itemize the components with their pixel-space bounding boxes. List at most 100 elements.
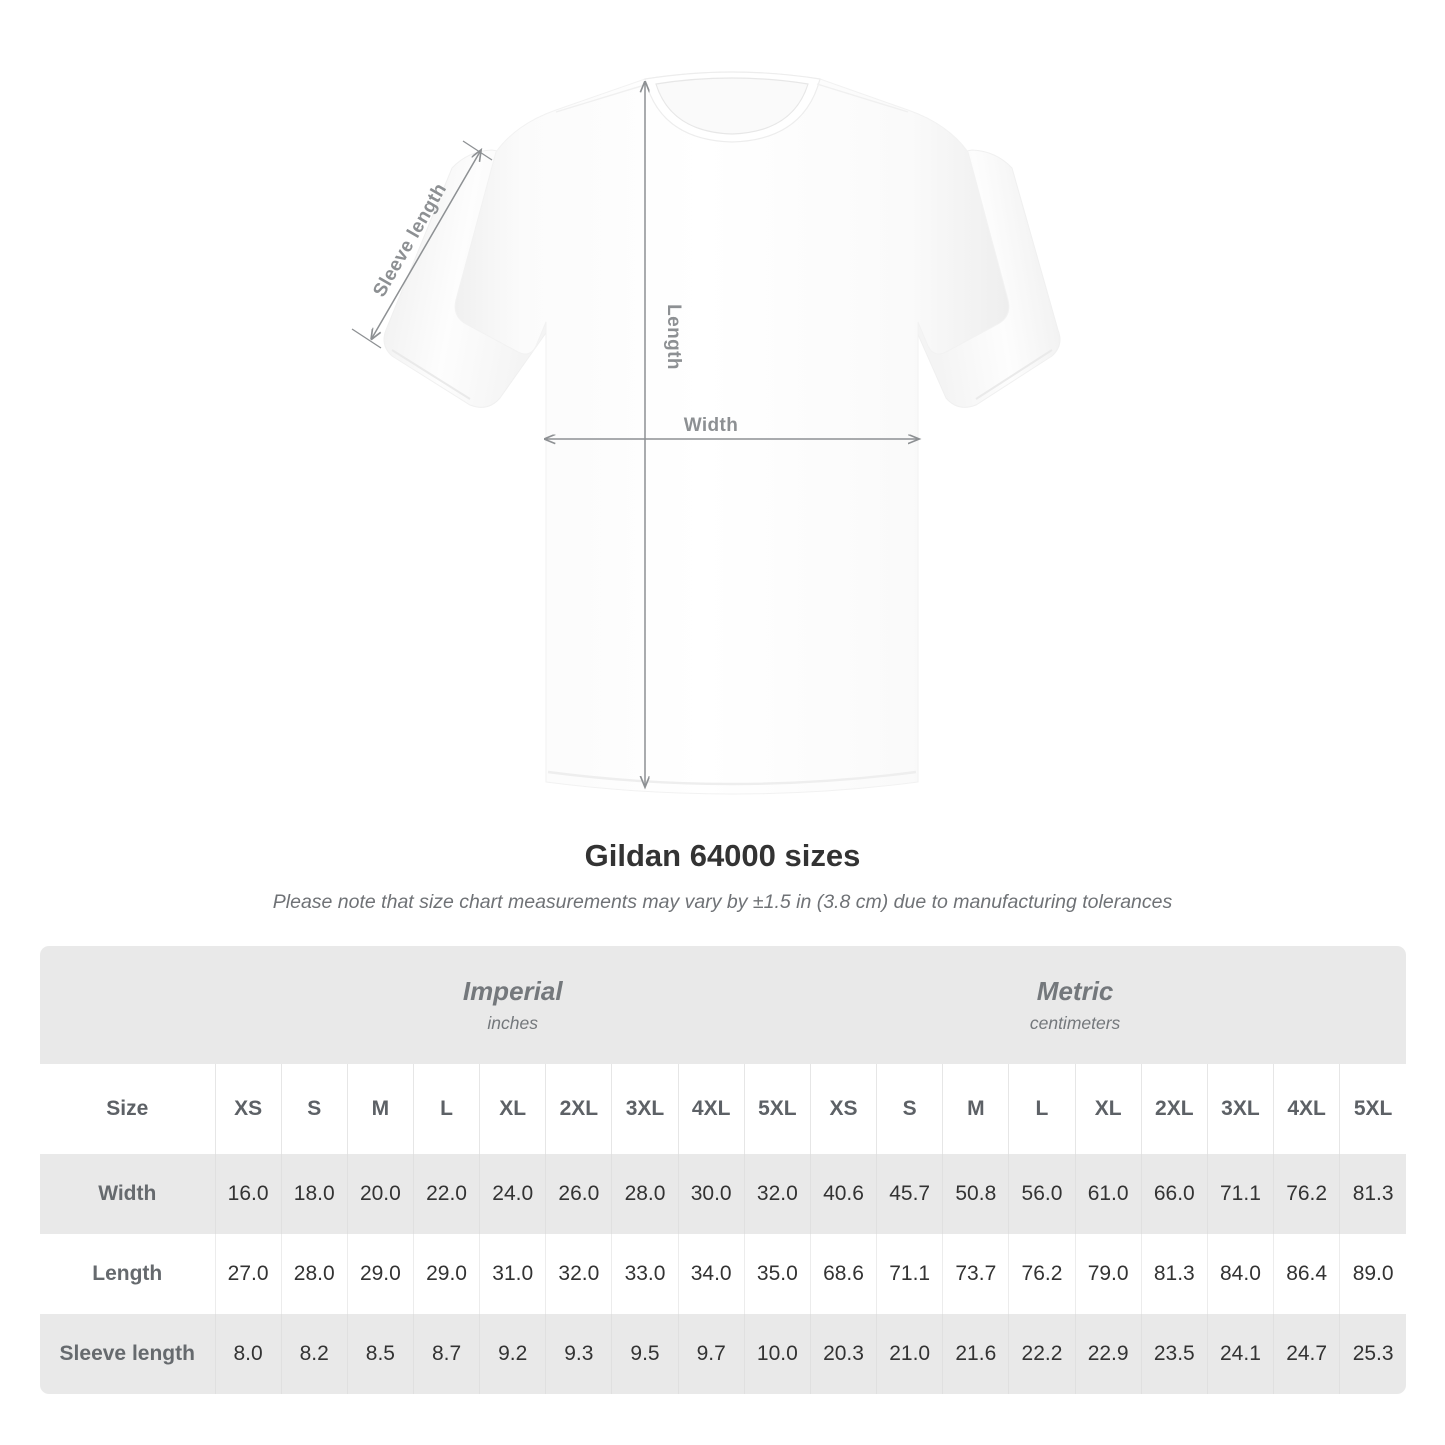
cell-value: 89.0 [1339,1234,1406,1314]
cell-value: 34.0 [677,1234,745,1314]
cell-value: 22.0 [412,1154,480,1234]
cell-value: 21.0 [876,1314,943,1394]
cell-value: 29.0 [412,1234,480,1314]
cell-value: 32.0 [743,1154,811,1234]
size-header-cell: XS [214,1064,282,1154]
collar-inner [655,77,809,135]
cell-value: 81.3 [1140,1234,1208,1314]
unit-band-row: Imperial inches Metric centimeters [40,946,1406,1064]
cell-value: 10.0 [743,1314,811,1394]
size-header-cell: 3XL [1206,1064,1274,1154]
bottom-hem [547,770,917,786]
cell-value: 28.0 [280,1234,348,1314]
width-dimension: Width [546,415,919,439]
cell-value: 8.2 [280,1314,348,1394]
left-shoulder-seam [555,83,649,113]
cell-value: 56.0 [1008,1154,1076,1234]
cell-value: 76.2 [1273,1154,1340,1234]
size-header-cell: M [942,1064,1009,1154]
unit-band-spacer [40,946,215,1064]
cell-value: 79.0 [1074,1234,1142,1314]
title-block: Gildan 64000 sizes Please note that size… [0,838,1445,914]
row-label-sleeve-length: Sleeve length [40,1314,215,1394]
cell-value: 25.3 [1339,1314,1406,1394]
cell-value: 9.7 [677,1314,745,1394]
cell-value: 8.5 [346,1314,414,1394]
size-header-cell: S [280,1064,348,1154]
cell-value: 21.6 [942,1314,1009,1394]
size-header-cell: 4XL [1273,1064,1340,1154]
unit-group-imperial: Imperial inches [215,946,811,1064]
length-label: Length [663,304,684,370]
cell-value: 31.0 [479,1234,546,1314]
size-table-wrapper: Imperial inches Metric centimeters Size … [40,946,1406,1394]
width-label: Width [684,415,739,436]
cell-value: 20.3 [809,1314,877,1394]
cell-value: 84.0 [1206,1234,1274,1314]
metric-name: Metric [1036,975,1114,1006]
cell-value: 68.6 [809,1234,877,1314]
left-sleeve-hem [391,349,471,400]
row-label-length: Length [40,1234,215,1314]
size-header-cell: S [876,1064,943,1154]
cell-value: 28.0 [611,1154,679,1234]
cell-value: 8.0 [214,1314,282,1394]
cell-value: 24.7 [1273,1314,1340,1394]
cell-value: 35.0 [743,1234,811,1314]
cell-value: 33.0 [611,1234,679,1314]
size-header-cell: 5XL [743,1064,811,1154]
cell-value: 30.0 [677,1154,745,1234]
tshirt-diagram: Sleeve length Length Width [351,71,1061,795]
right-shoulder-seam [816,83,909,113]
row-label-width: Width [40,1154,215,1234]
tshirt-silhouette [383,71,1061,795]
cell-value: 50.8 [942,1154,1009,1234]
cell-value: 20.0 [346,1154,414,1234]
cell-value: 86.4 [1273,1234,1340,1314]
cell-value: 66.0 [1140,1154,1208,1234]
size-header-cell: L [1008,1064,1076,1154]
unit-group-metric: Metric centimeters [810,946,1340,1064]
cell-value: 9.3 [545,1314,612,1394]
page-title: Gildan 64000 sizes [584,838,861,873]
cell-value: 18.0 [280,1154,348,1234]
sleeve-extension-bottom [351,328,382,349]
size-header-row: Size XS S M L XL 2XL 3XL 4XL 5XL XS S M … [40,1064,1406,1154]
cell-value: 9.2 [479,1314,546,1394]
size-header-cell: 4XL [677,1064,745,1154]
size-header-cell: 3XL [611,1064,679,1154]
table-row: Length 27.0 28.0 29.0 29.0 31.0 32.0 33.… [40,1234,1406,1314]
tolerance-note: Please note that size chart measurements… [272,890,1173,913]
size-header-cell: XL [1074,1064,1142,1154]
cell-value: 81.3 [1339,1154,1406,1234]
table-row: Width 16.0 18.0 20.0 22.0 24.0 26.0 28.0… [40,1154,1406,1234]
unit-band-tail [1339,946,1406,1064]
size-table: Imperial inches Metric centimeters Size … [40,946,1406,1394]
cell-value: 22.9 [1074,1314,1142,1394]
cell-value: 32.0 [545,1234,612,1314]
cell-value: 9.5 [611,1314,679,1394]
cell-value: 27.0 [214,1234,282,1314]
metric-sub: centimeters [1029,1013,1121,1034]
cell-value: 29.0 [346,1234,414,1314]
cell-value: 16.0 [214,1154,282,1234]
cell-value: 71.1 [876,1234,943,1314]
cell-value: 73.7 [942,1234,1009,1314]
size-header-cell: XS [809,1064,877,1154]
cell-value: 45.7 [876,1154,943,1234]
size-header-cell: 5XL [1339,1064,1406,1154]
cell-value: 76.2 [1008,1234,1076,1314]
cell-value: 40.6 [809,1154,877,1234]
cell-value: 23.5 [1140,1314,1208,1394]
cell-value: 26.0 [545,1154,612,1234]
size-header-cell: L [412,1064,480,1154]
cell-value: 8.7 [412,1314,480,1394]
right-sleeve-hem [975,349,1053,400]
size-header-cell: 2XL [545,1064,612,1154]
imperial-sub: inches [487,1013,538,1034]
size-header-label: Size [40,1064,215,1154]
cell-value: 71.1 [1206,1154,1274,1234]
sleeve-length-arrow [372,150,481,338]
cell-value: 24.1 [1206,1314,1274,1394]
